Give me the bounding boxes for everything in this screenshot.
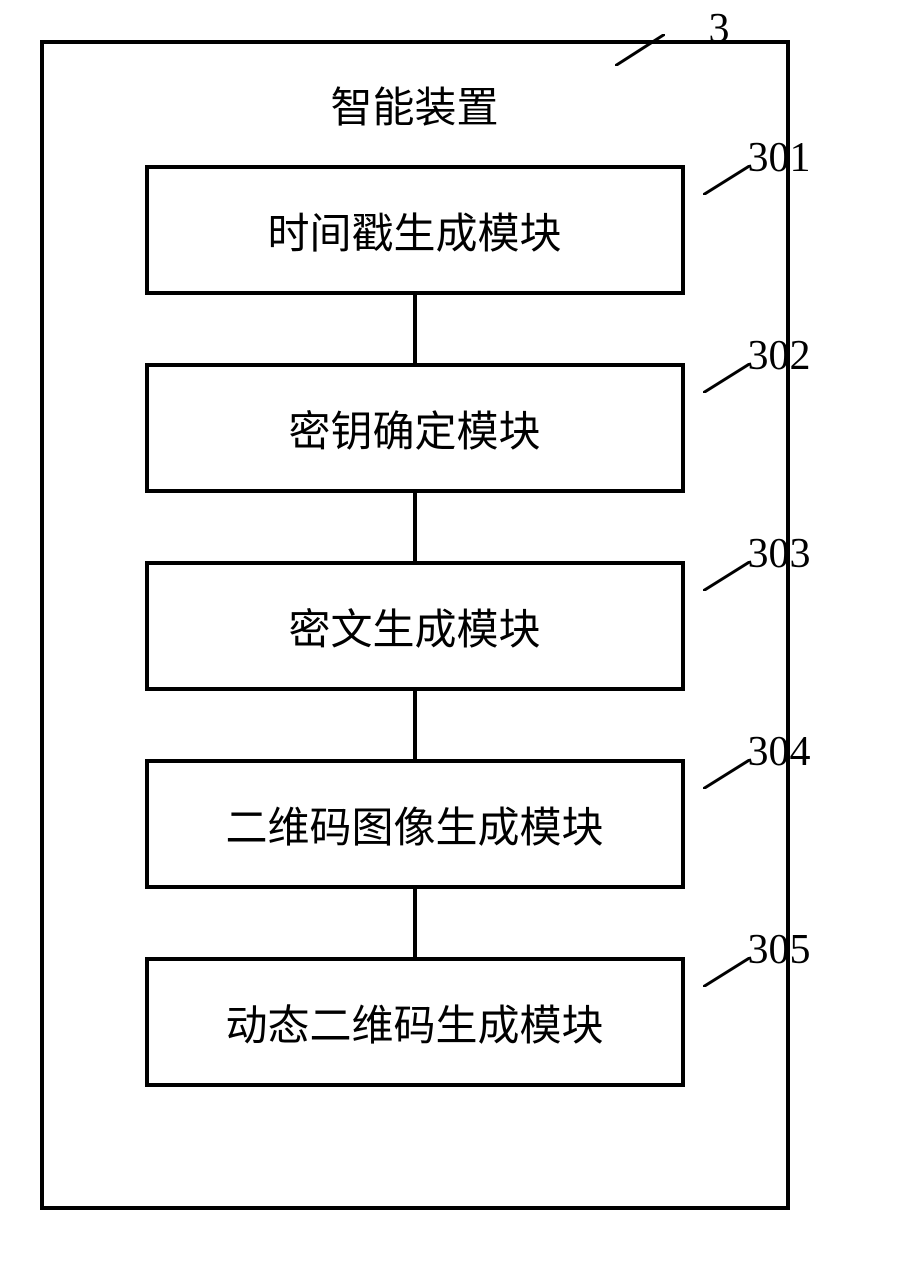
- block-dynamic-qr-generation: 动态二维码生成模块 305: [145, 957, 685, 1087]
- block-text: 动态二维码生成模块: [225, 992, 603, 1053]
- block-label-leader-line: [703, 561, 751, 591]
- block-label: 305: [748, 926, 811, 974]
- block-ciphertext-generation: 密文生成模块 303: [145, 561, 685, 691]
- block-text: 二维码图像生成模块: [225, 794, 603, 855]
- blocks-container: 时间戳生成模块 301 密钥确定模块 302: [44, 165, 786, 1087]
- block-timestamp-generation: 时间戳生成模块 301: [145, 165, 685, 295]
- block-label: 301: [748, 134, 811, 182]
- diagram-wrapper: 3 智能装置 时间戳生成模块 301 密钥确定模块 302: [40, 40, 860, 1210]
- connector-line: [413, 889, 417, 957]
- block-label-leader-line: [703, 759, 751, 789]
- block-row: 密文生成模块 303: [145, 561, 685, 759]
- block-row: 时间戳生成模块 301: [145, 165, 685, 363]
- block-row: 二维码图像生成模块 304: [145, 759, 685, 957]
- block-text: 密钥确定模块: [288, 398, 540, 459]
- connector-line: [413, 691, 417, 759]
- block-qr-image-generation: 二维码图像生成模块 304: [145, 759, 685, 889]
- outer-box-title: 智能装置: [44, 74, 786, 135]
- block-key-determination: 密钥确定模块 302: [145, 363, 685, 493]
- connector-line: [413, 493, 417, 561]
- connector-line: [413, 295, 417, 363]
- block-text: 密文生成模块: [288, 596, 540, 657]
- outer-container-box: 智能装置 时间戳生成模块 301 密钥确定模块 302: [40, 40, 790, 1210]
- block-label-leader-line: [703, 957, 751, 987]
- block-label-leader-line: [703, 165, 751, 195]
- block-text: 时间戳生成模块: [267, 200, 561, 261]
- block-label: 304: [748, 728, 811, 776]
- block-label-leader-line: [703, 363, 751, 393]
- block-row: 密钥确定模块 302: [145, 363, 685, 561]
- block-label: 302: [748, 332, 811, 380]
- block-label: 303: [748, 530, 811, 578]
- block-row: 动态二维码生成模块 305: [145, 957, 685, 1087]
